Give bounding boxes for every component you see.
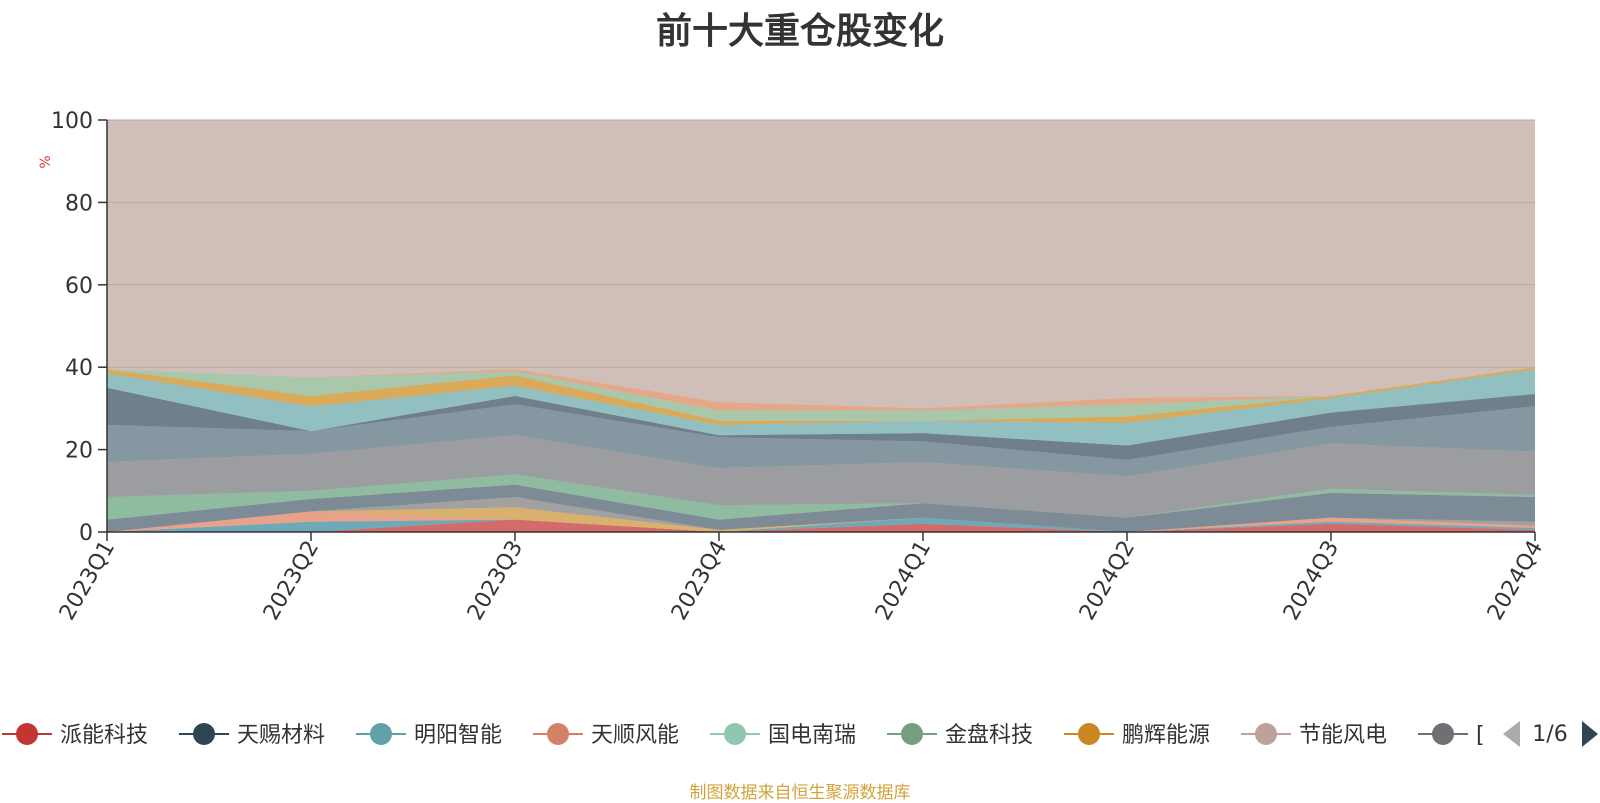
triangle-left-icon[interactable]	[1503, 721, 1520, 747]
legend-item[interactable]: 国电南瑞	[710, 723, 856, 748]
legend-label: 节能风电	[1299, 723, 1387, 748]
legend-circle-icon	[1432, 723, 1454, 745]
source-note: 制图数据来自恒生聚源数据库	[689, 783, 911, 803]
x-tick-label: 2023Q4	[667, 537, 732, 625]
x-tick-label: 2023Q3	[463, 537, 528, 625]
x-tick-label: 2024Q1	[871, 537, 936, 625]
y-tick-label: 0	[79, 521, 93, 546]
series-area-12	[107, 367, 1535, 425]
legend-pager: 1/6	[1503, 721, 1598, 747]
series-area-13	[107, 367, 1535, 421]
legend-label: 金盘科技	[945, 723, 1033, 748]
y-tick-label: 20	[65, 439, 93, 464]
legend-item[interactable]: 天顺风能	[533, 723, 679, 748]
y-tick-label: 40	[65, 356, 93, 381]
series-area-1	[107, 519, 1535, 532]
chart-title: 前十大重仓股变化	[655, 11, 944, 52]
y-tick-label: 100	[51, 109, 93, 134]
legend-label: 派能科技	[60, 723, 148, 748]
legend-circle-icon	[547, 723, 569, 745]
series-area-8	[107, 435, 1535, 518]
x-tick-label: 2023Q1	[55, 537, 120, 625]
y-axis-unit-label: %	[38, 155, 54, 168]
legend-label: 鹏辉能源	[1122, 723, 1210, 748]
legend-circle-icon	[16, 723, 38, 745]
series-area-7	[107, 474, 1535, 520]
x-tick-label: 2024Q2	[1075, 537, 1140, 625]
legend-circle-icon	[1078, 723, 1100, 745]
series-area-5	[107, 497, 1535, 532]
legend-label: 天顺风能	[591, 723, 679, 748]
series-area-4	[107, 507, 1535, 532]
legend-label: [	[1476, 723, 1485, 748]
legend-item[interactable]: 天赐材料	[179, 723, 325, 748]
legend-item[interactable]: 节能风电	[1241, 723, 1387, 748]
legend-item[interactable]: 派能科技	[2, 723, 148, 748]
legend-label: 国电南瑞	[768, 723, 856, 748]
series-area-11	[107, 369, 1535, 446]
legend-label: 明阳智能	[414, 723, 502, 748]
series-areas	[107, 367, 1535, 532]
legend-item[interactable]: 金盘科技	[887, 723, 1033, 748]
legend-item[interactable]: 明阳智能	[356, 723, 502, 748]
y-tick-label: 60	[65, 274, 93, 299]
y-tick-label: 80	[65, 191, 93, 216]
series-area-14	[107, 367, 1535, 411]
legend-item[interactable]: 鹏辉能源	[1064, 723, 1210, 748]
series-area-6	[107, 484, 1535, 532]
x-tick-label: 2024Q3	[1279, 537, 1344, 625]
legend-circle-icon	[901, 723, 923, 745]
x-tick-label: 2023Q2	[259, 537, 324, 625]
legend-circle-icon	[1255, 723, 1277, 745]
series-area-10	[107, 387, 1535, 460]
legend-label: 天赐材料	[237, 723, 325, 748]
legend: 派能科技 天赐材料 明阳智能 天顺风能 国电南瑞 金盘科技 鹏辉能源 节能风电 [	[2, 723, 1485, 748]
series-area-9	[107, 404, 1535, 477]
legend-circle-icon	[370, 723, 392, 745]
x-tick-label: 2024Q4	[1483, 537, 1548, 625]
triangle-right-icon[interactable]	[1582, 721, 1598, 747]
legend-circle-icon	[724, 723, 746, 745]
legend-item[interactable]: [	[1418, 723, 1485, 748]
legend-page-indicator: 1/6	[1532, 722, 1567, 747]
legend-circle-icon	[193, 723, 215, 745]
